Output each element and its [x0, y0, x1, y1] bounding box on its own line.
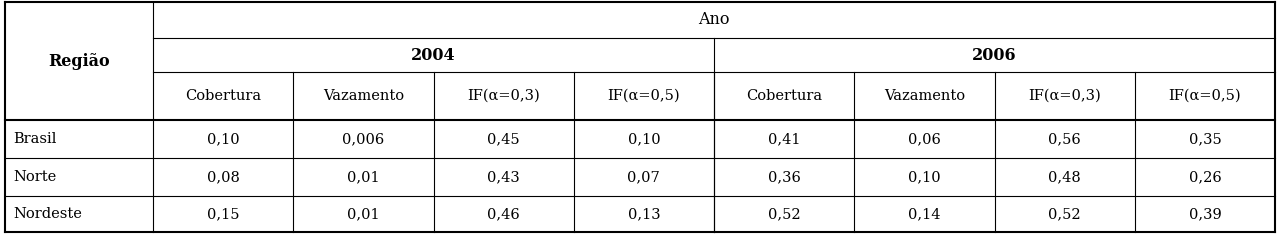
Text: 0,45: 0,45: [488, 132, 520, 146]
Text: Vazamento: Vazamento: [883, 89, 965, 103]
Text: 0,52: 0,52: [1048, 207, 1080, 221]
Text: Cobertura: Cobertura: [746, 89, 822, 103]
Text: IF(α=0,5): IF(α=0,5): [1169, 89, 1242, 103]
Text: Região: Região: [49, 52, 110, 69]
Text: Cobertura: Cobertura: [186, 89, 261, 103]
Text: Nordeste: Nordeste: [13, 207, 82, 221]
Text: 0,48: 0,48: [1048, 170, 1082, 184]
Text: Vazamento: Vazamento: [323, 89, 404, 103]
Text: IF(α=0,5): IF(α=0,5): [608, 89, 680, 103]
Text: 0,43: 0,43: [488, 170, 520, 184]
Text: 0,56: 0,56: [1048, 132, 1082, 146]
Text: 0,52: 0,52: [768, 207, 800, 221]
Text: 0,08: 0,08: [206, 170, 239, 184]
Text: 0,10: 0,10: [627, 132, 660, 146]
Text: 0,07: 0,07: [627, 170, 660, 184]
Text: 2004: 2004: [411, 47, 456, 63]
Text: 0,006: 0,006: [342, 132, 384, 146]
Text: 0,26: 0,26: [1189, 170, 1221, 184]
Text: 0,15: 0,15: [207, 207, 239, 221]
Text: IF(α=0,3): IF(α=0,3): [1028, 89, 1101, 103]
Text: 0,01: 0,01: [347, 170, 380, 184]
Text: 0,14: 0,14: [908, 207, 941, 221]
Text: 0,36: 0,36: [768, 170, 800, 184]
Text: 0,01: 0,01: [347, 207, 380, 221]
Text: Brasil: Brasil: [13, 132, 56, 146]
Text: Ano: Ano: [699, 11, 730, 29]
Text: 0,06: 0,06: [908, 132, 941, 146]
Text: 0,13: 0,13: [627, 207, 660, 221]
Text: Norte: Norte: [13, 170, 56, 184]
Text: 0,39: 0,39: [1189, 207, 1221, 221]
Text: 0,35: 0,35: [1189, 132, 1221, 146]
Text: 2006: 2006: [973, 47, 1016, 63]
Text: 0,46: 0,46: [488, 207, 520, 221]
Text: 0,10: 0,10: [908, 170, 941, 184]
Text: 0,10: 0,10: [207, 132, 239, 146]
Text: 0,41: 0,41: [768, 132, 800, 146]
Text: IF(α=0,3): IF(α=0,3): [467, 89, 540, 103]
